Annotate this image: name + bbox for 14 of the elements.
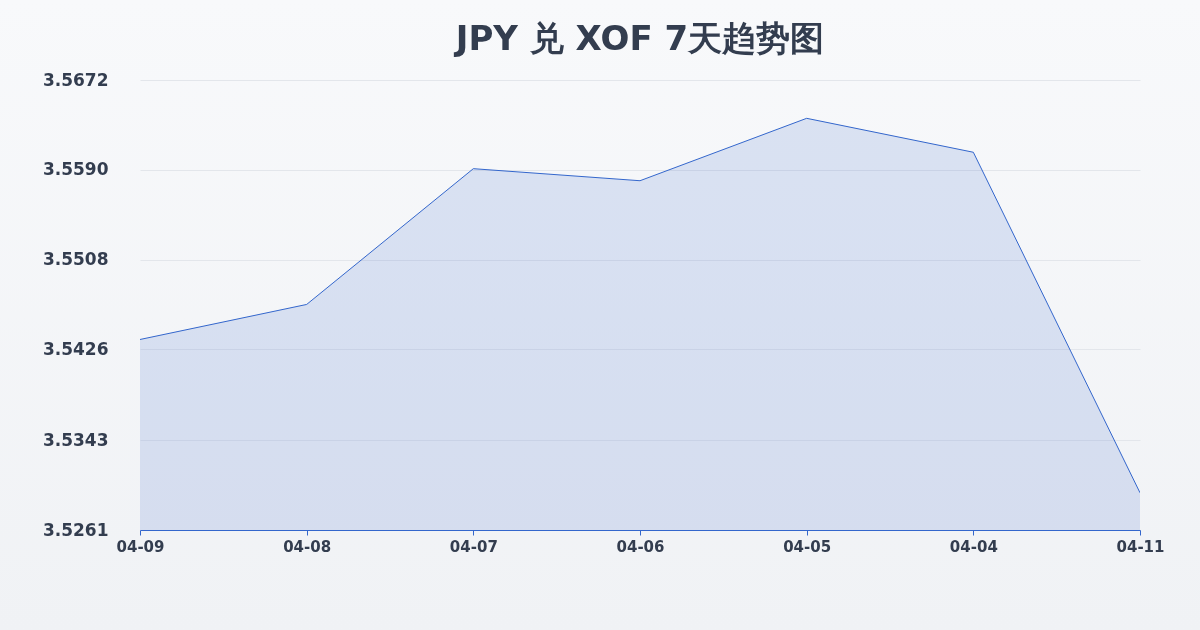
y-tick-label: 3.5508	[42, 249, 109, 270]
y-tick-label: 3.5590	[42, 159, 109, 180]
x-tick-label: 04-09	[116, 537, 165, 556]
x-tick-label: 04-11	[1116, 537, 1165, 556]
x-tick-label: 04-05	[783, 537, 832, 556]
x-tick-label: 04-04	[949, 537, 998, 556]
y-tick-label: 3.5672	[42, 69, 109, 90]
chart-title: JPY 兑 XOF 7天趋势图	[453, 18, 825, 58]
x-tick-label: 04-07	[449, 537, 498, 556]
y-tick-label: 3.5261	[42, 519, 109, 540]
x-tick-label: 04-08	[283, 537, 332, 556]
y-tick-label: 3.5426	[42, 338, 109, 359]
x-tick-label: 04-06	[616, 537, 665, 556]
y-tick-label: 3.5343	[42, 429, 109, 450]
